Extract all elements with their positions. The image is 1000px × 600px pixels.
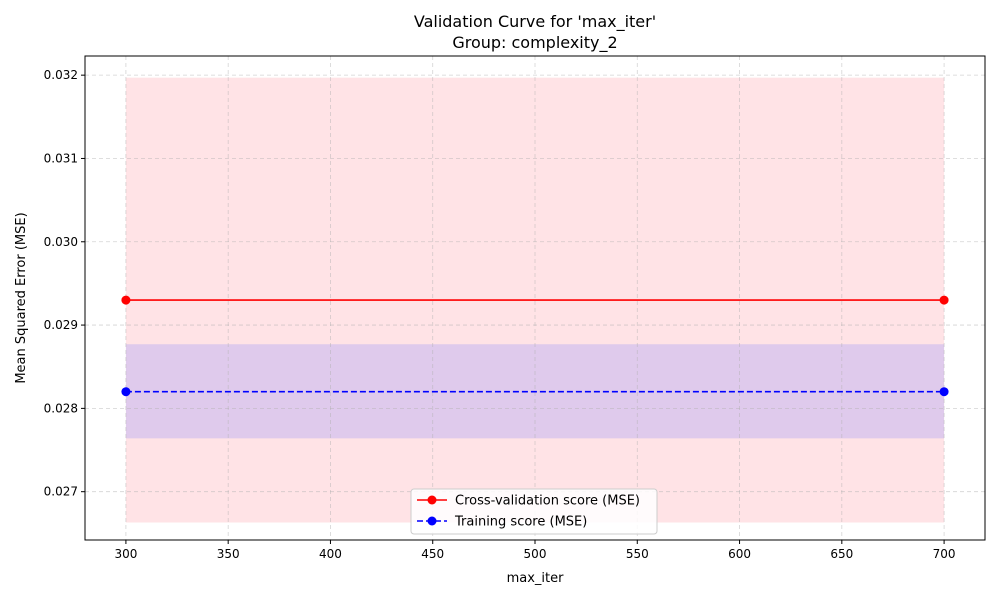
legend-label-0: Cross-validation score (MSE) — [455, 494, 640, 509]
legend-marker-0 — [427, 495, 437, 505]
y-tick-label: 0.028 — [44, 401, 78, 415]
y-axis-label: Mean Squared Error (MSE) — [14, 212, 29, 383]
legend-marker-1 — [427, 516, 437, 526]
x-tick-label: 650 — [830, 547, 853, 561]
data-point — [939, 295, 949, 305]
x-tick-label: 600 — [728, 547, 751, 561]
data-point — [121, 295, 131, 305]
data-point — [939, 387, 949, 397]
series-lines — [125, 299, 945, 393]
y-tick-label: 0.032 — [44, 68, 78, 82]
data-point — [121, 387, 131, 397]
chart-title: Validation Curve for 'max_iter' — [414, 12, 656, 32]
y-tick-label: 0.027 — [44, 485, 78, 499]
x-tick-label: 450 — [421, 547, 444, 561]
y-tick-label: 0.030 — [44, 235, 78, 249]
y-tick-label: 0.029 — [44, 318, 78, 332]
x-tick-label: 550 — [626, 547, 649, 561]
y-axis-ticks: 0.027 0.028 0.029 0.030 0.031 0.032 — [44, 68, 85, 499]
legend: Cross-validation score (MSE) Training sco… — [410, 488, 658, 535]
x-tick-label: 350 — [217, 547, 240, 561]
plot-area — [85, 56, 985, 540]
x-axis-label: max_iter — [507, 571, 565, 586]
series-markers — [121, 295, 949, 397]
x-tick-label: 300 — [114, 547, 137, 561]
x-tick-label: 500 — [524, 547, 547, 561]
legend-label-1: Training score (MSE) — [454, 515, 587, 530]
x-axis-ticks: 300 350 400 450 500 550 600 650 700 — [114, 540, 956, 561]
x-tick-label: 400 — [319, 547, 342, 561]
y-tick-label: 0.031 — [44, 151, 78, 165]
chart-subtitle: Group: complexity_2 — [452, 33, 617, 53]
legend-box — [410, 488, 658, 535]
x-tick-label: 700 — [933, 547, 956, 561]
